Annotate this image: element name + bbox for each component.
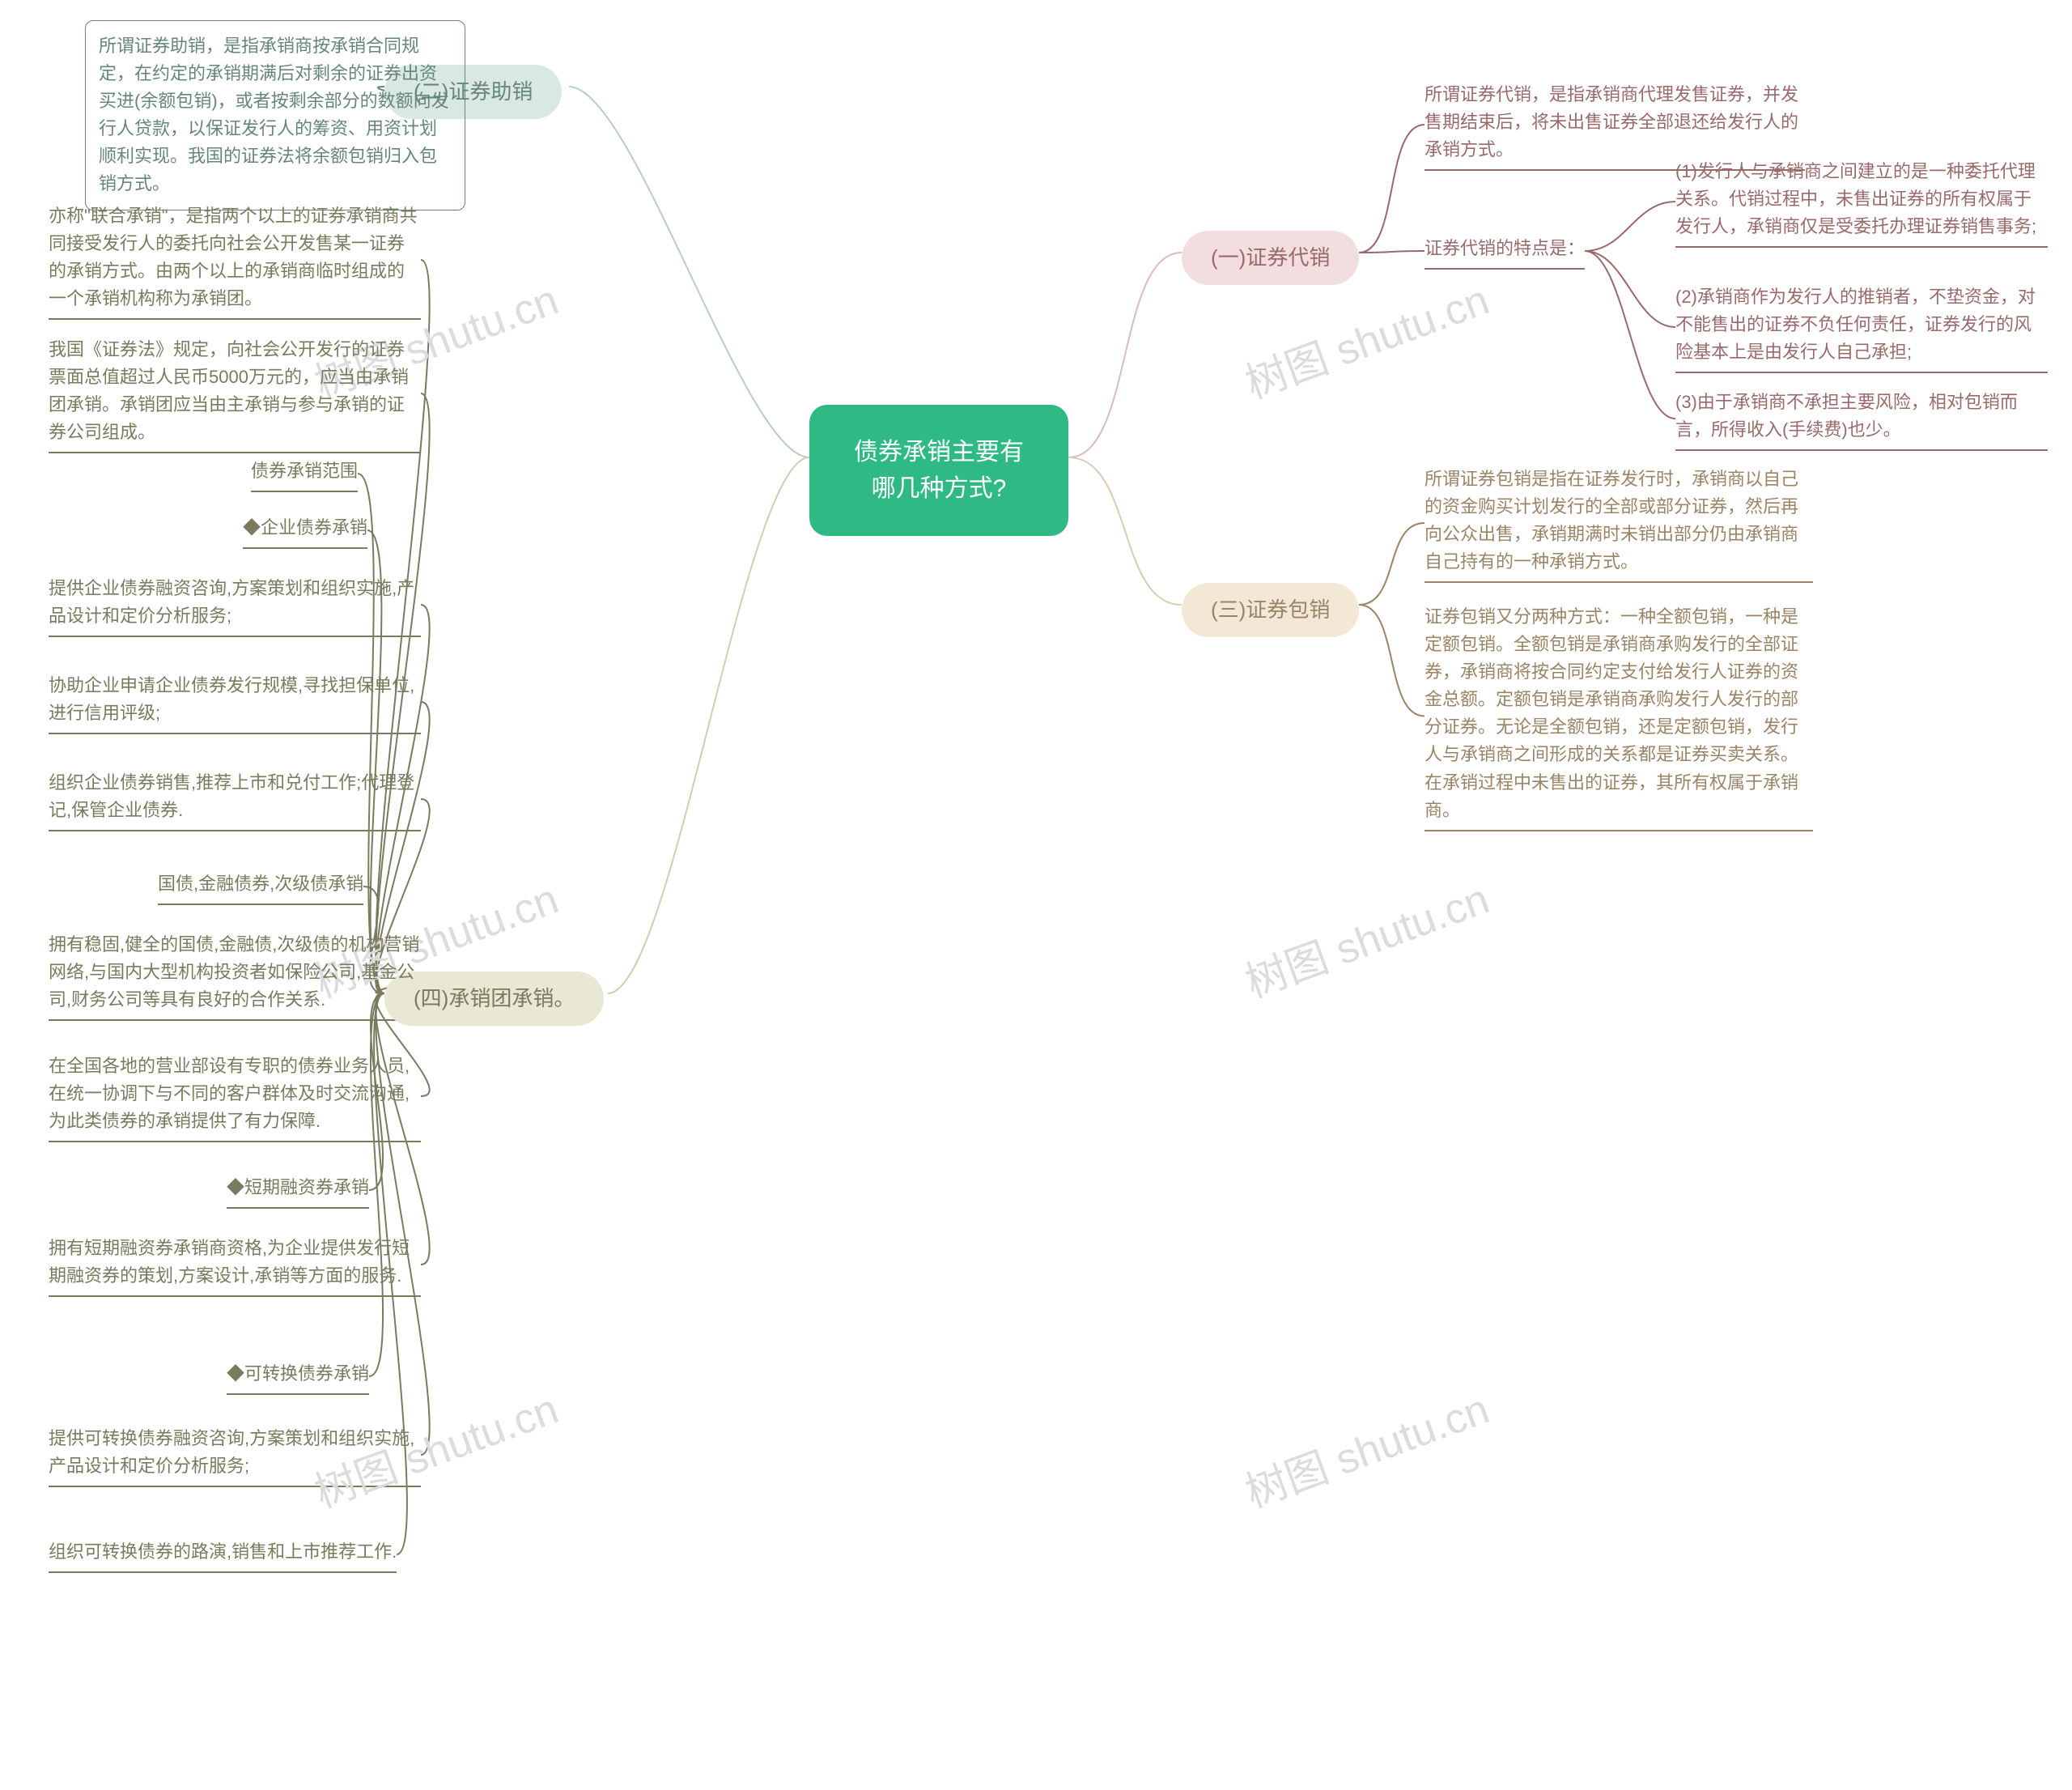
leaf-node: 证券代销的特点是：: [1424, 235, 1585, 267]
leaf-node: ◆可转换债券承销: [227, 1360, 369, 1392]
leaf-node: 我国《证券法》规定，向社会公开发行的证券票面总值超过人民币5000万元的，应当由…: [49, 336, 421, 451]
leaf-node: 所谓证券代销，是指承销商代理发售证券，并发售期结束后，将未出售证券全部退还给发行…: [1424, 81, 1805, 168]
leaf-node: 证券包销又分两种方式：一种全额包销，一种是定额包销。全额包销是承销商承购发行的全…: [1424, 603, 1813, 829]
leaf-node: 所谓证券包销是指在证券发行时，承销商以自己的资金购买计划发行的全部或部分证券，然…: [1424, 466, 1813, 580]
leaf-node: 组织企业债券销售,推荐上市和兑付工作;代理登记,保管企业债券.: [49, 769, 421, 829]
branch-node[interactable]: (三)证券包销: [1182, 583, 1359, 637]
leaf-node: 在全国各地的营业部设有专职的债券业务人员,在统一协调下与不同的客户群体及时交流沟…: [49, 1052, 421, 1140]
leaf-node: ◆短期融资券承销: [227, 1174, 369, 1206]
leaf-node: 拥有稳固,健全的国债,金融债,次级债的机构营销网络,与国内大型机构投资者如保险公…: [49, 931, 421, 1018]
leaf-node: 亦称"联合承销"，是指两个以上的证券承销商共同接受发行人的委托向社会公开发售某一…: [49, 202, 421, 317]
watermark: 树图 shutu.cn: [1236, 1375, 1497, 1519]
watermark: 树图 shutu.cn: [1236, 266, 1497, 410]
leaf-node: (1)发行人与承销商之间建立的是一种委托代理关系。代销过程中，未售出证券的所有权…: [1675, 158, 2048, 245]
leaf-node: 组织可转换债券的路演,销售和上市推荐工作.: [49, 1538, 397, 1571]
leaf-node: 协助企业申请企业债券发行规模,寻找担保单位,进行信用评级;: [49, 672, 421, 732]
leaf-node: (3)由于承销商不承担主要风险，相对包销而言，所得收入(手续费)也少。: [1675, 389, 2048, 449]
leaf-node: (2)承销商作为发行人的推销者，不垫资金，对不能售出的证券不负任何责任，证券发行…: [1675, 283, 2048, 371]
leaf-node: 拥有短期融资券承销商资格,为企业提供发行短期融资券的策划,方案设计,承销等方面的…: [49, 1235, 421, 1295]
center-node[interactable]: 债券承销主要有哪几种方式?: [809, 405, 1068, 536]
branch-node[interactable]: (一)证券代销: [1182, 231, 1359, 285]
leaf-node: 提供可转换债券融资咨询,方案策划和组织实施,产品设计和定价分析服务;: [49, 1425, 421, 1485]
leaf-node: ◆企业债券承销: [243, 514, 367, 546]
leaf-node: 所谓证券助销，是指承销商按承销合同规定，在约定的承销期满后对剩余的证券出资买进(…: [85, 20, 465, 210]
leaf-node: 国债,金融债券,次级债承销: [158, 870, 363, 903]
watermark: 树图 shutu.cn: [1236, 865, 1497, 1009]
leaf-node: 债券承销范围: [251, 457, 358, 490]
leaf-node: 提供企业债券融资咨询,方案策划和组织实施,产品设计和定价分析服务;: [49, 575, 421, 635]
